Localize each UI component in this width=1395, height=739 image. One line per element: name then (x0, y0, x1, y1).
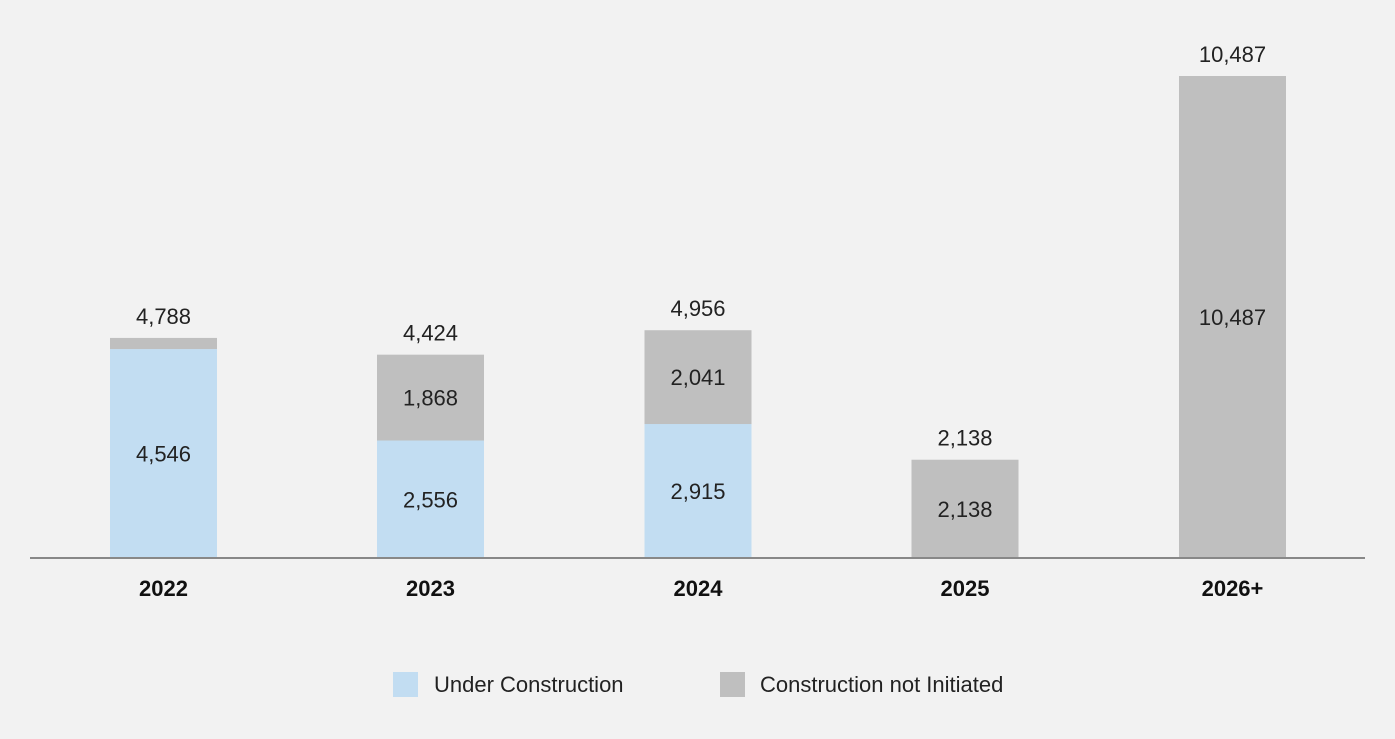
category-label: 2023 (406, 576, 455, 601)
legend-label-under-construction: Under Construction (434, 672, 624, 697)
category-label: 2025 (941, 576, 990, 601)
bar-under-construction-2023 (377, 440, 484, 558)
value-labels-layer: 4,546 4,788 2,556 1,868 4,424 2,915 2,041 4,956… (136, 42, 1266, 522)
category-label: 2024 (674, 576, 724, 601)
category-label: 2022 (139, 576, 188, 601)
category-labels-layer: 2022 2023 2024 2025 2026+ (139, 576, 1263, 601)
segment-value-label: 2,041 (670, 365, 725, 390)
bar-not-initiated-2025 (911, 459, 1019, 558)
bars-layer (110, 76, 1286, 558)
total-value-label: 4,424 (403, 321, 458, 346)
segment-value-label: 10,487 (1199, 305, 1266, 330)
legend-label-not-initiated: Construction not Initiated (760, 672, 1003, 697)
bar-under-construction-2022 (110, 349, 217, 558)
total-value-label: 4,956 (670, 296, 725, 321)
segment-value-label: 1,868 (403, 386, 458, 411)
legend-swatch-not-initiated (720, 672, 745, 697)
category-label: 2026+ (1202, 576, 1264, 601)
segment-value-label: 2,556 (403, 487, 458, 512)
segment-value-label: 2,915 (670, 479, 725, 504)
bar-not-initiated-2026+ (1179, 76, 1286, 558)
total-value-label: 4,788 (136, 304, 191, 329)
legend: Under Construction Construction not Initi… (393, 672, 1003, 697)
bar-not-initiated-2023 (377, 354, 484, 441)
bar-not-initiated-2024 (644, 330, 752, 425)
legend-swatch-under-construction (393, 672, 418, 697)
segment-value-label: 2,138 (937, 497, 992, 522)
total-value-label: 10,487 (1199, 42, 1266, 67)
segment-value-label: 4,546 (136, 442, 191, 467)
bar-under-construction-2024 (644, 424, 752, 558)
bar-not-initiated-2022 (110, 337, 217, 350)
total-value-label: 2,138 (937, 426, 992, 451)
